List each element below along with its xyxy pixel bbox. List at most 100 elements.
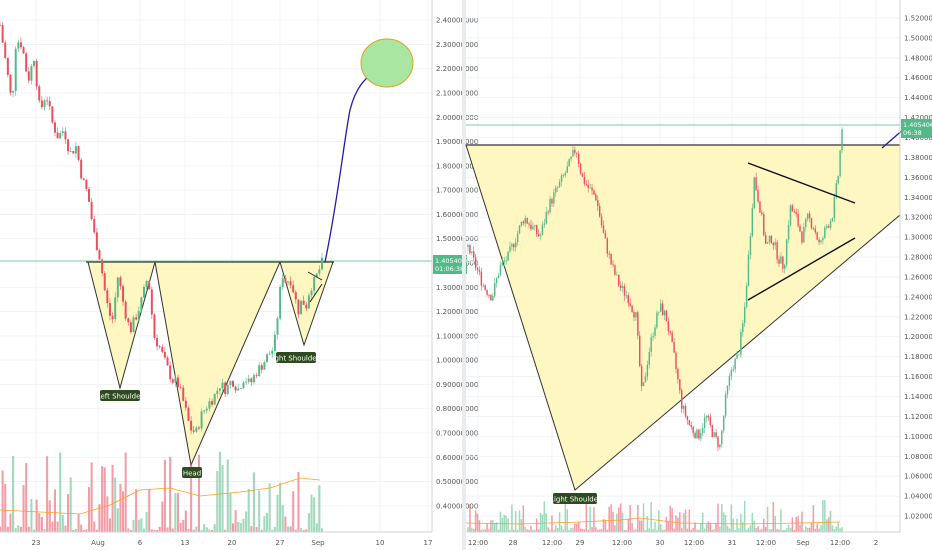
right-volume-bar [778,529,780,532]
right-candle [658,311,660,313]
right-volume-bar [677,517,679,532]
right-candle [677,368,679,380]
left-candle [69,151,72,152]
right-candle [618,274,620,286]
right-candle [816,232,818,240]
left-projection-curve [324,71,375,263]
left-volume-bar [190,463,193,532]
right-volume-bar [492,519,494,532]
svg-text:1.40540664: 1.40540664 [903,121,932,129]
left-volume-bar [64,525,67,532]
right-candle [656,312,658,328]
left-volume-bar [216,471,219,532]
right-volume-bar [572,527,574,532]
left-price-badge: 1.40540664 01:06:38 [433,255,474,274]
left-candles [0,22,323,435]
right-candle [587,184,589,188]
right-candle [680,390,683,409]
left-volume-bar [114,477,117,532]
right-volume-bar [574,523,576,532]
right-x-tick-label: 31 [728,539,737,547]
right-candle [509,246,511,252]
left-volume-bar [221,465,224,532]
right-volume-bar [522,505,525,532]
right-volume-bar [782,529,784,532]
right-candle [543,223,546,225]
right-volume-bar [642,503,645,532]
right-shoulder-label-right-panel: Right Shoulder [549,493,601,504]
left-volume-bar [61,515,64,532]
left-volume-bar [281,505,284,532]
left-candle [145,280,148,287]
right-candle [732,369,734,371]
left-candle [213,393,216,405]
right-y-tick-label: 1.48000000 [904,54,932,62]
left-candle [64,131,67,140]
svg-text:01:06:38: 01:06:38 [435,265,464,273]
right-candle [486,289,488,295]
left-candle [114,297,117,320]
right-candle [530,224,532,229]
left-candle [12,90,15,93]
right-candle [579,163,582,174]
left-candle [318,269,321,274]
right-candle [831,218,834,222]
left-candle [271,350,274,354]
right-candle [497,275,500,279]
right-candle [782,256,784,269]
right-candle [675,352,677,369]
left-volume-bar [17,525,20,532]
right-candles [467,127,843,452]
right-volume-bar [730,504,733,532]
left-pennant-upper [307,271,323,281]
right-volume-bar [663,529,666,532]
right-candle [526,218,528,224]
right-candle [759,201,761,213]
right-volume-bar [507,518,509,532]
right-volume-bar [825,519,828,532]
right-candle [610,253,612,265]
left-volume-bar [195,526,198,532]
left-candle [4,42,7,58]
left-y-tick-label: 1.80000000 [436,162,478,170]
right-candle [682,405,685,409]
left-volume-bar [101,466,104,532]
right-candle [471,251,473,254]
right-x-tick-label: 2 [874,539,878,547]
right-candle [705,416,708,418]
right-candle [556,187,559,188]
left-volume-bar [6,526,9,532]
left-volume-bar [145,511,148,532]
right-volume-bar [638,520,641,532]
right-candle [524,218,526,224]
right-volume-bar [755,528,757,532]
right-volume-bar [785,528,788,532]
right-volume-bar [486,523,488,532]
left-volume-bar [59,452,62,532]
right-candle [535,225,538,234]
right-volume-bar [516,529,519,532]
right-candle [513,244,515,248]
left-volume-bar [87,487,91,532]
left-candle [245,381,248,383]
left-candle [82,178,85,180]
left-volume-bar [69,477,72,532]
left-volume-bar [46,456,49,532]
right-volume-bar [673,528,675,532]
left-y-tick-label: 0.40000000 [436,502,478,510]
left-volume-bar [260,529,263,532]
right-candle [591,187,593,191]
right-volume-bar [679,512,681,532]
right-candle [696,429,698,439]
right-volume-bar [495,522,498,532]
right-volume-bar [768,529,771,532]
right-volume-bar [711,529,714,532]
left-candle [95,232,98,251]
right-candle [763,214,765,236]
right-y-tick-label: 1.16000000 [904,373,932,381]
right-candle [667,321,670,332]
right-volume-bar [583,529,586,532]
right-volume-bar [562,529,565,532]
right-volume-bar [576,523,578,532]
right-volume-bar [734,529,736,532]
